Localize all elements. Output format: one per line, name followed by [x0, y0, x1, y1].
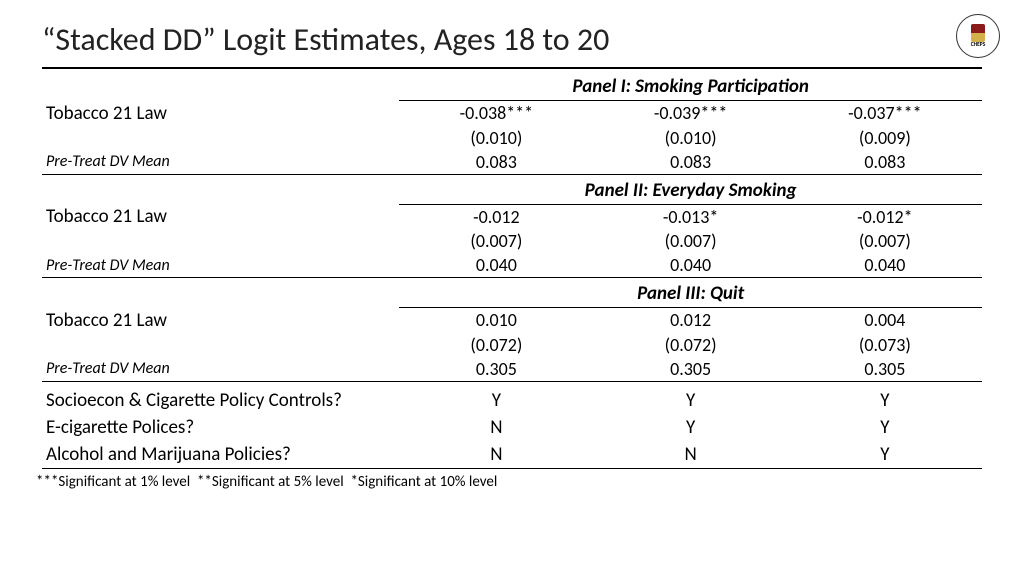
socioecon-3: Y: [788, 387, 982, 414]
controls-alcmj: Alcohol and Marijuana Policies? N N Y: [42, 441, 982, 469]
socioecon-2: Y: [593, 387, 787, 414]
panel3-header: Panel III: Quit: [42, 278, 982, 308]
p1-se-3: (0.009): [788, 126, 982, 150]
ecig-1: N: [399, 414, 593, 441]
p3-se-3: (0.073): [788, 333, 982, 357]
logo-mark: [971, 24, 985, 42]
p3-mean-3: 0.305: [788, 357, 982, 382]
panel1-estimates: Tobacco 21 Law -0.038*** -0.039*** -0.03…: [42, 101, 982, 126]
socioecon-label: Socioecon & Cigarette Policy Controls?: [42, 387, 399, 414]
panel3-mean: Pre-Treat DV Mean 0.305 0.305 0.305: [42, 357, 982, 382]
controls-ecig: E-cigarette Polices? N Y Y: [42, 414, 982, 441]
panel1-title: Panel I: Smoking Participation: [399, 71, 982, 101]
p3-est-2: 0.012: [593, 308, 787, 333]
p2-se-2: (0.007): [593, 229, 787, 253]
pretreat-label-2: Pre-Treat DV Mean: [42, 253, 399, 278]
p1-est-1: -0.038***: [399, 101, 593, 126]
alcmj-label: Alcohol and Marijuana Policies?: [42, 441, 399, 469]
panel3-se: (0.072) (0.072) (0.073): [42, 333, 982, 357]
p3-est-1: 0.010: [399, 308, 593, 333]
slide-title: “Stacked DD” Logit Estimates, Ages 18 to…: [42, 20, 982, 59]
controls-socioecon: Socioecon & Cigarette Policy Controls? Y…: [42, 387, 982, 414]
panel2-se: (0.007) (0.007) (0.007): [42, 229, 982, 253]
cheps-logo: CHEPS: [956, 14, 1000, 58]
p1-est-2: -0.039***: [593, 101, 787, 126]
ecig-3: Y: [788, 414, 982, 441]
p2-se-3: (0.007): [788, 229, 982, 253]
p2-mean-1: 0.040: [399, 253, 593, 278]
panel2-mean: Pre-Treat DV Mean 0.040 0.040 0.040: [42, 253, 982, 278]
p1-est-3: -0.037***: [788, 101, 982, 126]
p2-mean-3: 0.040: [788, 253, 982, 278]
ecig-label: E-cigarette Polices?: [42, 414, 399, 441]
panel2-estimates: Tobacco 21 Law -0.012 -0.013* -0.012*: [42, 204, 982, 229]
panel1-mean: Pre-Treat DV Mean 0.083 0.083 0.083: [42, 150, 982, 175]
alcmj-3: Y: [788, 441, 982, 469]
panel2-header: Panel II: Everyday Smoking: [42, 174, 982, 204]
p3-mean-2: 0.305: [593, 357, 787, 382]
panel3-title: Panel III: Quit: [399, 278, 982, 308]
p1-mean-1: 0.083: [399, 150, 593, 175]
p2-est-2: -0.013*: [593, 204, 787, 229]
p1-se-2: (0.010): [593, 126, 787, 150]
p3-se-1: (0.072): [399, 333, 593, 357]
alcmj-2: N: [593, 441, 787, 469]
panel1-header: Panel I: Smoking Participation: [42, 71, 982, 101]
t21-label-2: Tobacco 21 Law: [42, 204, 399, 229]
significance-footnote: ***Significant at 1% level **Significant…: [36, 473, 982, 491]
socioecon-1: Y: [399, 387, 593, 414]
pretreat-label-3: Pre-Treat DV Mean: [42, 357, 399, 382]
p3-se-2: (0.072): [593, 333, 787, 357]
p2-se-1: (0.007): [399, 229, 593, 253]
panel1-se: (0.010) (0.010) (0.009): [42, 126, 982, 150]
p1-se-1: (0.010): [399, 126, 593, 150]
panel2-title: Panel II: Everyday Smoking: [399, 174, 982, 204]
pretreat-label: Pre-Treat DV Mean: [42, 150, 399, 175]
panel3-estimates: Tobacco 21 Law 0.010 0.012 0.004: [42, 308, 982, 333]
alcmj-1: N: [399, 441, 593, 469]
p2-est-1: -0.012: [399, 204, 593, 229]
p2-est-3: -0.012*: [788, 204, 982, 229]
ecig-2: Y: [593, 414, 787, 441]
estimates-table: Panel I: Smoking Participation Tobacco 2…: [42, 67, 982, 469]
t21-label: Tobacco 21 Law: [42, 101, 399, 126]
p1-mean-3: 0.083: [788, 150, 982, 175]
p3-mean-1: 0.305: [399, 357, 593, 382]
p3-est-3: 0.004: [788, 308, 982, 333]
t21-label-3: Tobacco 21 Law: [42, 308, 399, 333]
p1-mean-2: 0.083: [593, 150, 787, 175]
slide: CHEPS “Stacked DD” Logit Estimates, Ages…: [0, 0, 1024, 576]
p2-mean-2: 0.040: [593, 253, 787, 278]
logo-line1: CHEPS: [971, 43, 986, 49]
